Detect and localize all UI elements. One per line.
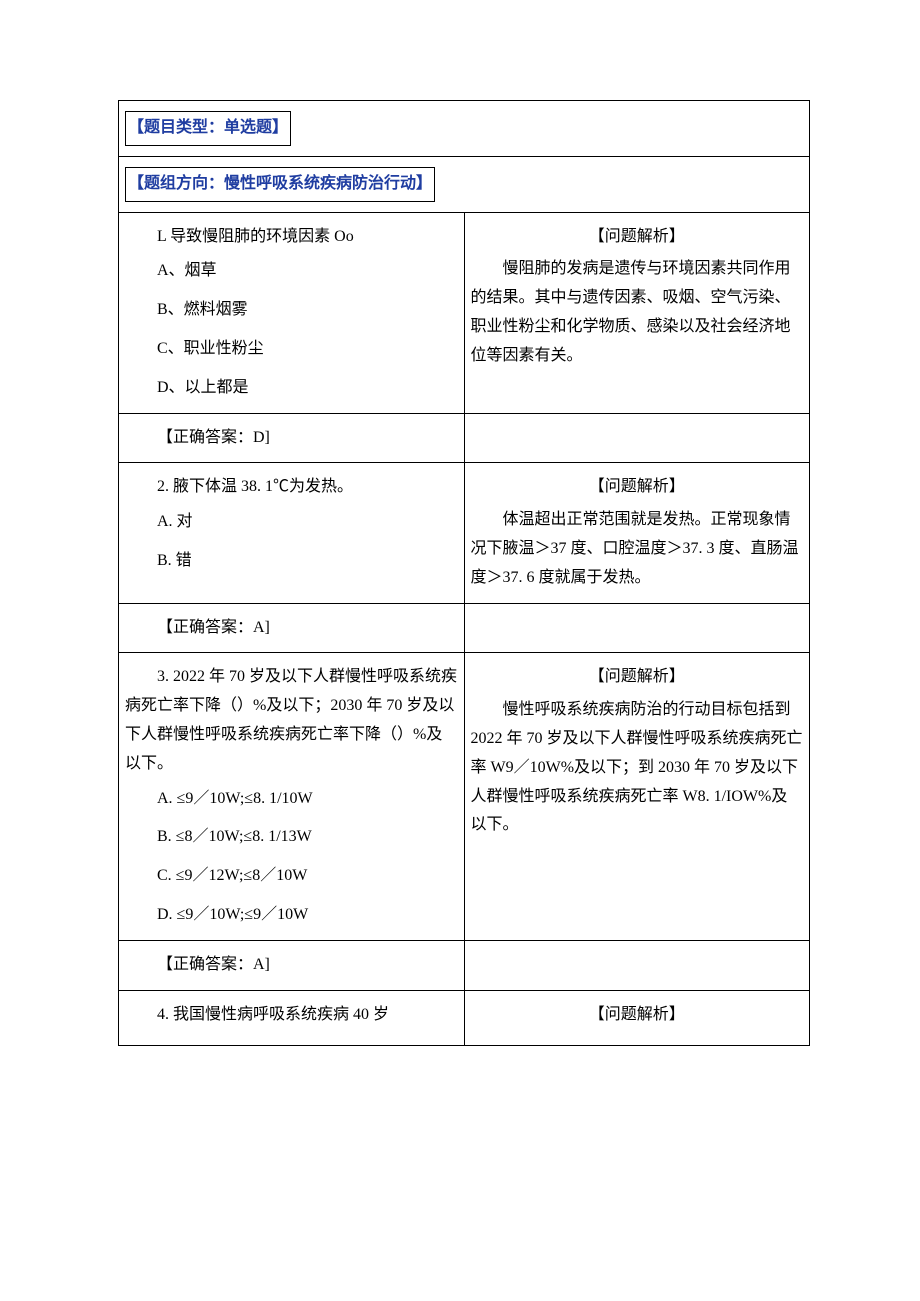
question-group-cell: 【题组方向：慢性呼吸系统疾病防治行动】 (119, 156, 810, 212)
analysis-cell: 【问题解析】 慢阻肺的发病是遗传与环境因素共同作用的结果。其中与遗传因素、吸烟、… (464, 212, 810, 413)
answer-cell: 【正确答案：A] (119, 603, 465, 653)
question-row: 2. 腋下体温 38. 1℃为发热。 A. 对 B. 错 【问题解析】 体温超出… (119, 463, 810, 603)
analysis-heading: 【问题解析】 (471, 663, 804, 692)
analysis-heading: 【问题解析】 (471, 1001, 804, 1030)
answer-blank-cell (464, 603, 810, 653)
analysis-body: 体温超出正常范围就是发热。正常现象情况下腋温＞37 度、口腔温度＞37. 3 度… (471, 506, 804, 592)
answer-cell: 【正确答案：D] (119, 413, 465, 463)
document-page: 【题目类型：单选题】 【题组方向：慢性呼吸系统疾病防治行动】 L 导致慢阻肺的环… (0, 0, 920, 1086)
answer-blank-cell (464, 413, 810, 463)
question-option: A. ≤9／10W;≤8. 1/10W (125, 785, 458, 814)
correct-answer: 【正确答案：A] (125, 951, 458, 980)
analysis-heading: 【问题解析】 (471, 473, 804, 502)
correct-answer: 【正确答案：D] (125, 424, 458, 453)
answer-row: 【正确答案：A] (119, 940, 810, 990)
correct-answer: 【正确答案：A] (125, 614, 458, 643)
question-option: B. ≤8／10W;≤8. 1/13W (125, 823, 458, 852)
question-cell: L 导致慢阻肺的环境因素 Oo A、烟草 B、燃料烟雾 C、职业性粉尘 D、以上… (119, 212, 465, 413)
question-stem: 2. 腋下体温 38. 1℃为发热。 (125, 473, 458, 502)
question-option: A. 对 (125, 508, 458, 537)
analysis-cell: 【问题解析】 (464, 990, 810, 1046)
analysis-body: 慢阻肺的发病是遗传与环境因素共同作用的结果。其中与遗传因素、吸烟、空气污染、职业… (471, 255, 804, 370)
answer-row: 【正确答案：A] (119, 603, 810, 653)
analysis-cell: 【问题解析】 慢性呼吸系统疾病防治的行动目标包括到 2022 年 70 岁及以下… (464, 653, 810, 940)
question-group-label: 【题组方向：慢性呼吸系统疾病防治行动】 (125, 167, 435, 202)
question-option: C. ≤9／12W;≤8／10W (125, 862, 458, 891)
question-stem: 4. 我国慢性病呼吸系统疾病 40 岁 (125, 1001, 458, 1030)
analysis-body: 慢性呼吸系统疾病防治的行动目标包括到 2022 年 70 岁及以下人群慢性呼吸系… (471, 696, 804, 840)
question-stem: 3. 2022 年 70 岁及以下人群慢性呼吸系统疾病死亡率下降（）%及以下；2… (125, 663, 458, 778)
header-row-group: 【题组方向：慢性呼吸系统疾病防治行动】 (119, 156, 810, 212)
analysis-heading: 【问题解析】 (471, 223, 804, 252)
question-option: C、职业性粉尘 (125, 335, 458, 364)
header-row-type: 【题目类型：单选题】 (119, 101, 810, 157)
question-cell: 4. 我国慢性病呼吸系统疾病 40 岁 (119, 990, 465, 1046)
question-option: B. 错 (125, 547, 458, 576)
answer-row: 【正确答案：D] (119, 413, 810, 463)
question-row: 3. 2022 年 70 岁及以下人群慢性呼吸系统疾病死亡率下降（）%及以下；2… (119, 653, 810, 940)
question-row: 4. 我国慢性病呼吸系统疾病 40 岁 【问题解析】 (119, 990, 810, 1046)
question-option: B、燃料烟雾 (125, 296, 458, 325)
question-option: D. ≤9／10W;≤9／10W (125, 901, 458, 930)
question-stem: L 导致慢阻肺的环境因素 Oo (125, 223, 458, 252)
question-type-label: 【题目类型：单选题】 (125, 111, 291, 146)
question-cell: 2. 腋下体温 38. 1℃为发热。 A. 对 B. 错 (119, 463, 465, 603)
question-cell: 3. 2022 年 70 岁及以下人群慢性呼吸系统疾病死亡率下降（）%及以下；2… (119, 653, 465, 940)
answer-blank-cell (464, 940, 810, 990)
question-row: L 导致慢阻肺的环境因素 Oo A、烟草 B、燃料烟雾 C、职业性粉尘 D、以上… (119, 212, 810, 413)
question-option: D、以上都是 (125, 374, 458, 403)
question-type-cell: 【题目类型：单选题】 (119, 101, 810, 157)
question-table: 【题目类型：单选题】 【题组方向：慢性呼吸系统疾病防治行动】 L 导致慢阻肺的环… (118, 100, 810, 1046)
question-option: A、烟草 (125, 257, 458, 286)
answer-cell: 【正确答案：A] (119, 940, 465, 990)
analysis-cell: 【问题解析】 体温超出正常范围就是发热。正常现象情况下腋温＞37 度、口腔温度＞… (464, 463, 810, 603)
